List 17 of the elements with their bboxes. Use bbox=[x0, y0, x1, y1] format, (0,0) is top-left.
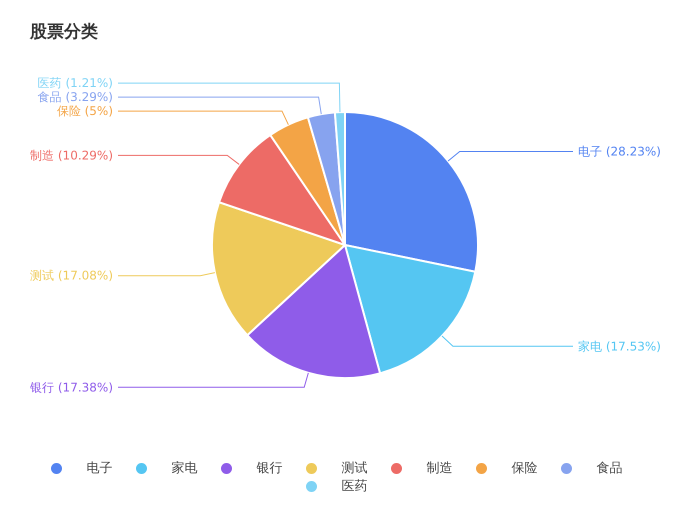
category-label: 保险 (5%) bbox=[56, 104, 113, 118]
legend-label: 制造 bbox=[426, 460, 454, 477]
legend-label: 保险 bbox=[510, 460, 538, 477]
category-label: 医药 (1.21%) bbox=[38, 76, 113, 90]
category-label: 家电 (17.53%) bbox=[578, 339, 661, 354]
category-label: 银行 (17.38%) bbox=[30, 380, 113, 394]
category-label: 测试 (17.08%) bbox=[30, 268, 113, 283]
legend-label: 银行 bbox=[256, 460, 284, 477]
chart-title: 股票分类 bbox=[30, 21, 98, 43]
legend-label: 家电 bbox=[170, 460, 198, 477]
category-label: 制造 (10.29%) bbox=[30, 148, 113, 162]
legend-label: 食品 bbox=[596, 460, 624, 477]
category-label: 食品 (3.29%) bbox=[38, 90, 113, 104]
legend-label: 电子 bbox=[86, 460, 114, 477]
legend-label: 测试 bbox=[340, 460, 368, 477]
legend-label: 医药 bbox=[340, 478, 368, 495]
category-label: 电子 (28.23%) bbox=[578, 144, 661, 158]
